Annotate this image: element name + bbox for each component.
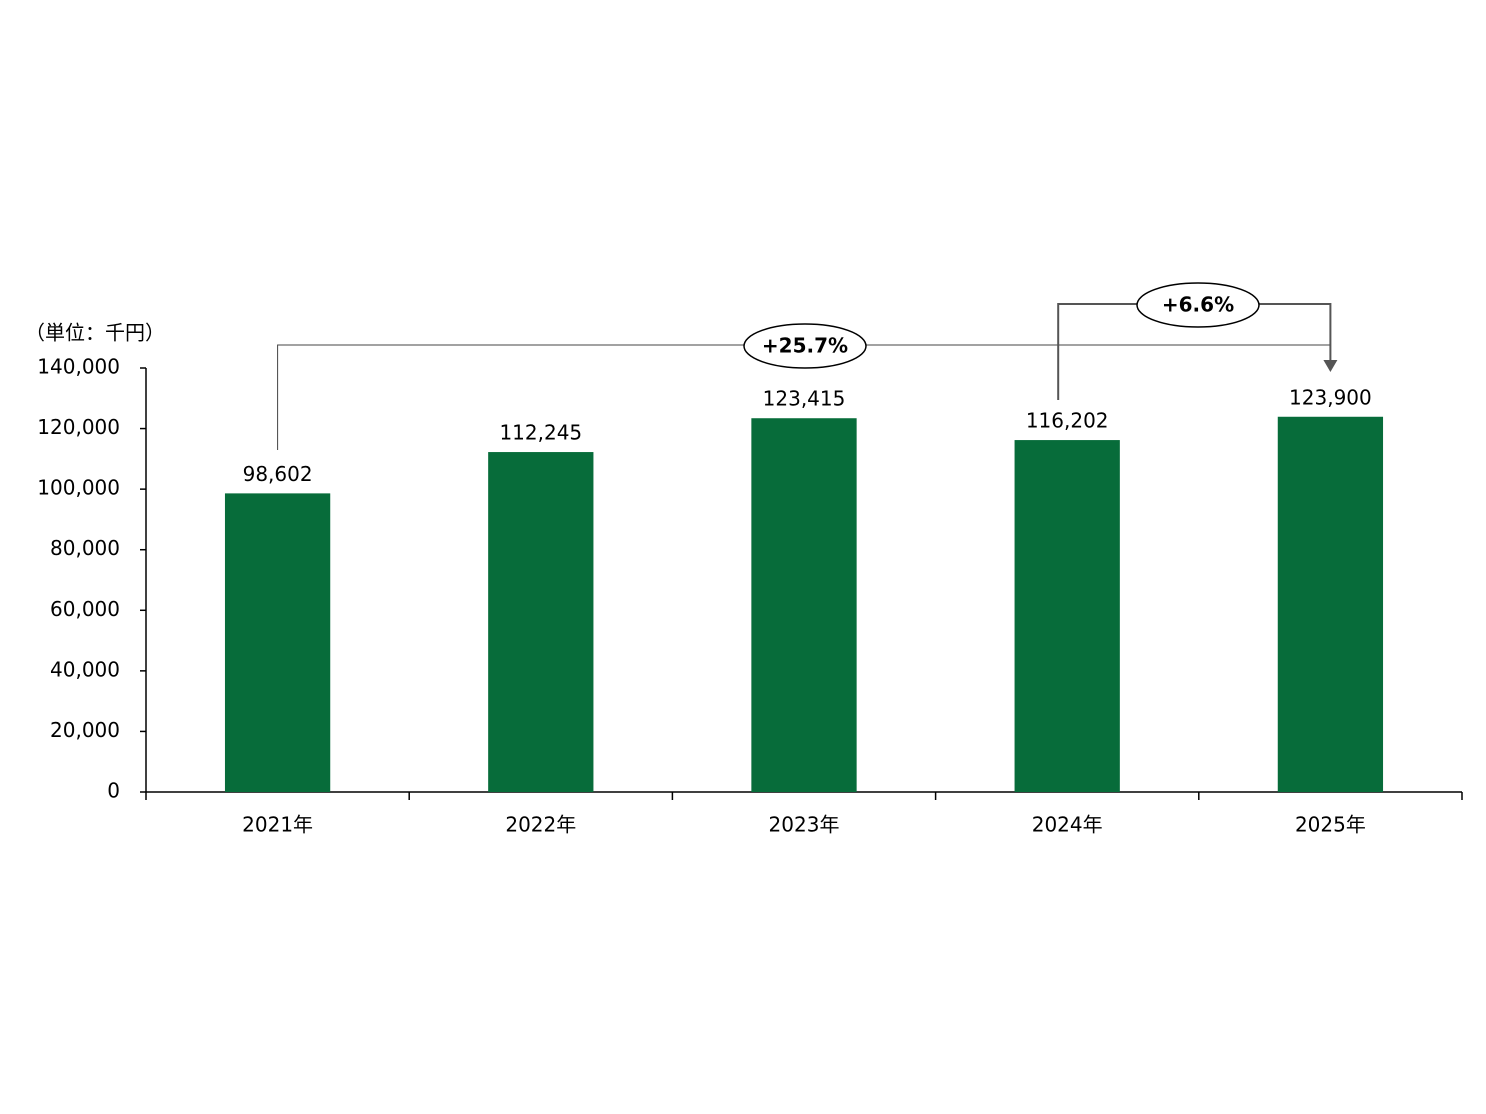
x-tick-label: 2025年 — [1295, 813, 1366, 837]
y-tick-label: 120,000 — [37, 415, 120, 439]
x-tick-label: 2023年 — [769, 813, 840, 837]
bar — [488, 452, 594, 792]
y-tick-label: 0 — [107, 779, 120, 803]
x-tick-label: 2022年 — [505, 813, 576, 837]
arrow-head — [1323, 360, 1338, 372]
x-tick-label: 2024年 — [1032, 813, 1103, 837]
value-label: 116,202 — [1026, 409, 1109, 433]
y-tick-label: 40,000 — [50, 657, 120, 681]
annotation: +25.7% — [762, 334, 848, 358]
bar — [751, 418, 857, 792]
bar — [224, 493, 331, 792]
unit-label: （単位：千円） — [25, 321, 165, 345]
y-tick-label: 80,000 — [50, 536, 120, 560]
value-label: 123,415 — [763, 387, 846, 411]
x-tick-label: 2021年 — [242, 813, 313, 837]
y-tick-label: 100,000 — [37, 476, 120, 500]
y-tick-label: 20,000 — [50, 718, 120, 742]
annotation: +6.6% — [1162, 293, 1234, 317]
y-tick-label: 140,000 — [37, 355, 120, 379]
annotation-bubble — [1136, 282, 1260, 328]
annotation-bubble — [743, 323, 867, 369]
y-tick-label: 60,000 — [50, 597, 120, 621]
value-label: 112,245 — [499, 421, 582, 445]
bar — [1014, 440, 1120, 792]
value-label: 123,900 — [1289, 385, 1372, 409]
bar — [1277, 416, 1384, 792]
value-label: 98,602 — [243, 462, 313, 486]
